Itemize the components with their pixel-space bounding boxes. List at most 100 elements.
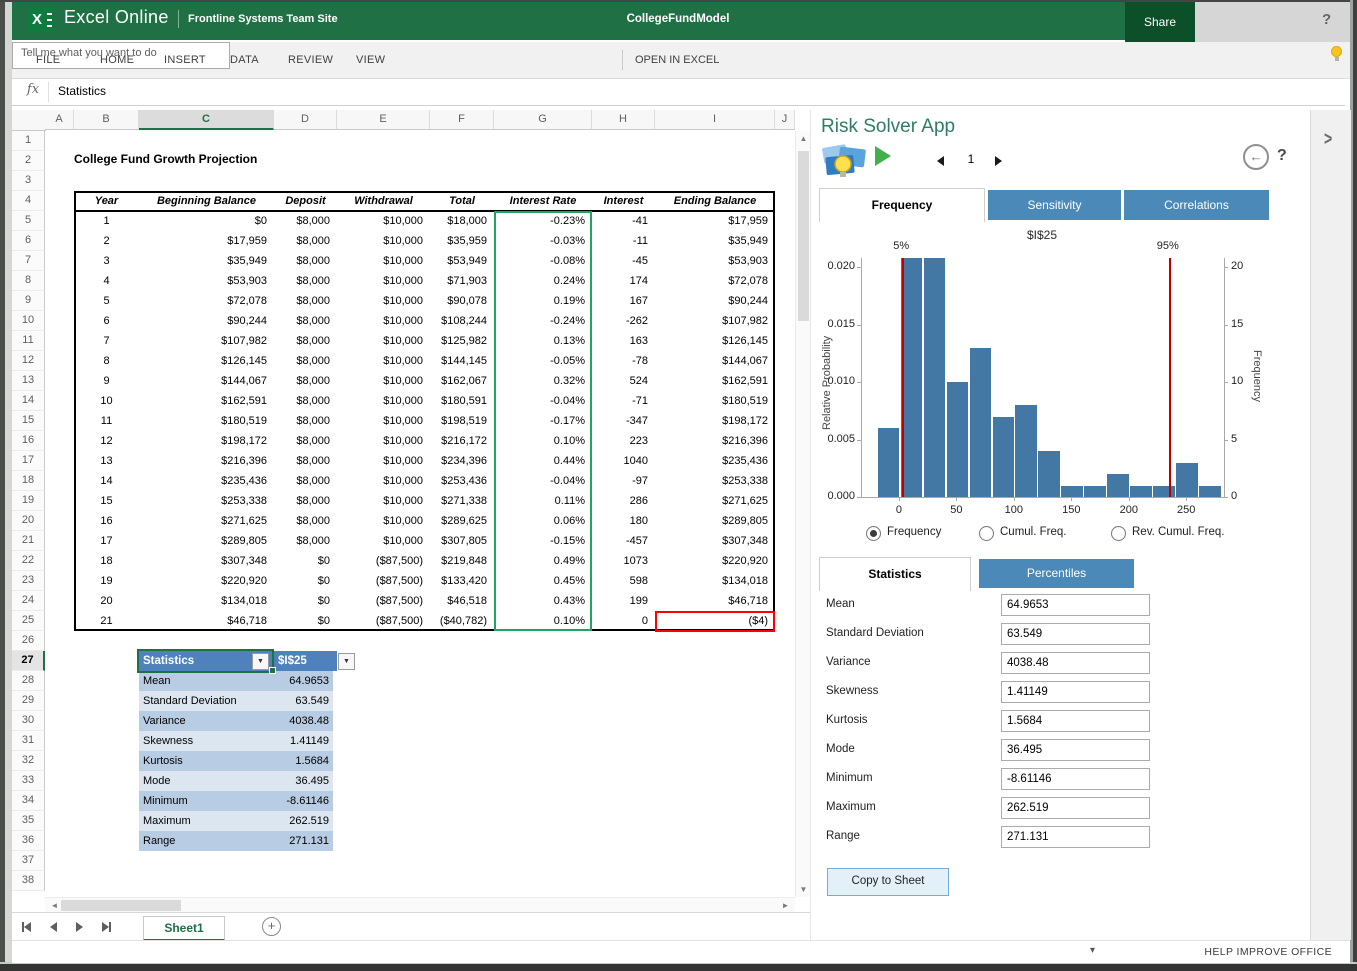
sheet-tab-sheet1[interactable]: Sheet1 [143,916,225,941]
prev-sheet-button[interactable] [50,922,57,932]
prev-trial-icon[interactable] [937,156,944,166]
row-header-24[interactable]: 24 [12,591,45,611]
row-header-35[interactable]: 35 [12,811,45,831]
radio-cumul-freq-label[interactable]: Cumul. Freq. [1000,526,1067,538]
row-header-16[interactable]: 16 [12,431,45,451]
document-title[interactable]: CollegeFundModel [626,13,730,25]
scroll-down-icon[interactable]: ▼ [799,885,808,894]
formula-bar[interactable]: fx Statistics [12,78,1345,106]
radio-rev-cumul-freq-label[interactable]: Rev. Cumul. Freq. [1132,526,1225,538]
radio-frequency[interactable] [866,526,881,541]
copy-to-sheet-button[interactable]: Copy to Sheet [827,868,949,896]
collapse-pane-icon[interactable]: > [1324,126,1333,150]
field-input-maximum[interactable] [1001,797,1150,819]
help-icon[interactable]: ? [1322,11,1332,28]
row-header-11[interactable]: 11 [12,331,45,351]
row-header-28[interactable]: 28 [12,671,45,691]
row-header-27[interactable]: 27 [12,651,45,671]
tab-correlations[interactable]: Correlations [1124,190,1269,220]
tab-sensitivity[interactable]: Sensitivity [988,190,1121,220]
pane-help-icon[interactable]: ? [1277,147,1287,164]
help-improve-office-link[interactable]: HELP IMPROVE OFFICE [1204,946,1332,958]
row-header-13[interactable]: 13 [12,371,45,391]
last-sheet-button[interactable] [102,922,111,932]
horizontal-scrollbar[interactable]: ◄ ► [45,897,795,913]
share-button[interactable]: Share [1125,2,1195,42]
row-header-29[interactable]: 29 [12,691,45,711]
vertical-scrollbar[interactable]: ▲ ▼ [795,131,811,897]
filter-dropdown-cellref[interactable]: ▼ [338,653,355,670]
column-header-H[interactable]: H [592,110,655,130]
menu-file[interactable]: FILE [36,54,61,66]
row-header-25[interactable]: 25 [12,611,45,631]
row-header-38[interactable]: 38 [12,871,45,891]
field-input-mode[interactable] [1001,739,1150,761]
site-name[interactable]: Frontline Systems Team Site [188,13,338,25]
field-input-mean[interactable] [1001,594,1150,616]
field-input-kurtosis[interactable] [1001,710,1150,732]
row-header-6[interactable]: 6 [12,231,45,251]
field-input-range[interactable] [1001,826,1150,848]
row-header-18[interactable]: 18 [12,471,45,491]
row-header-37[interactable]: 37 [12,851,45,871]
filter-dropdown-statistics[interactable]: ▼ [252,653,269,670]
row-header-3[interactable]: 3 [12,171,45,191]
column-header-F[interactable]: F [430,110,494,130]
row-header-26[interactable]: 26 [12,631,45,651]
radio-frequency-label[interactable]: Frequency [887,526,942,538]
open-in-excel-button[interactable]: OPEN IN EXCEL [635,54,720,66]
row-header-23[interactable]: 23 [12,571,45,591]
row-header-14[interactable]: 14 [12,391,45,411]
next-trial-icon[interactable] [995,156,1002,166]
menu-view[interactable]: VIEW [356,54,386,66]
menu-home[interactable]: HOME [100,54,135,66]
column-header-A[interactable]: A [45,110,74,130]
row-header-2[interactable]: 2 [12,151,45,171]
row-header-7[interactable]: 7 [12,251,45,271]
menu-insert[interactable]: INSERT [164,54,206,66]
row-header-1[interactable]: 1 [12,131,45,151]
menu-review[interactable]: REVIEW [288,54,334,66]
sheet-canvas[interactable]: College Fund Growth Projection Year Begin… [45,131,795,897]
row-header-12[interactable]: 12 [12,351,45,371]
row-header-22[interactable]: 22 [12,551,45,571]
back-button[interactable]: ← [1243,144,1269,170]
row-header-5[interactable]: 5 [12,211,45,231]
scroll-right-icon[interactable]: ► [781,901,790,910]
row-header-20[interactable]: 20 [12,511,45,531]
column-header-D[interactable]: D [274,110,337,130]
field-input-minimum[interactable] [1001,768,1150,790]
row-header-17[interactable]: 17 [12,451,45,471]
vertical-scroll-thumb[interactable] [798,151,809,321]
scroll-up-icon[interactable]: ▲ [799,134,808,143]
horizontal-scroll-thumb[interactable] [61,900,181,911]
column-header-I[interactable]: I [655,110,775,130]
row-header-30[interactable]: 30 [12,711,45,731]
row-header-15[interactable]: 15 [12,411,45,431]
row-header-31[interactable]: 31 [12,731,45,751]
row-header-19[interactable]: 19 [12,491,45,511]
radio-cumul-freq[interactable] [979,526,994,541]
next-sheet-button[interactable] [76,922,83,932]
status-dropdown-icon[interactable]: ▾ [1090,945,1096,956]
row-header-4[interactable]: 4 [12,191,45,211]
row-header-36[interactable]: 36 [12,831,45,851]
row-header-8[interactable]: 8 [12,271,45,291]
formula-bar-value[interactable]: Statistics [58,84,107,98]
row-header-34[interactable]: 34 [12,791,45,811]
column-header-G[interactable]: G [494,110,592,130]
radio-rev-cumul-freq[interactable] [1111,526,1126,541]
row-header-10[interactable]: 10 [12,311,45,331]
select-all-corner[interactable] [12,110,46,131]
tab-statistics[interactable]: Statistics [819,557,971,591]
column-header-J[interactable]: J [775,110,795,130]
scroll-left-icon[interactable]: ◄ [50,901,59,910]
column-header-B[interactable]: B [74,110,139,130]
field-input-standard-deviation[interactable] [1001,623,1150,645]
row-header-32[interactable]: 32 [12,751,45,771]
column-header-E[interactable]: E [337,110,430,130]
trial-number[interactable]: 1 [967,152,975,166]
tellme-search-box[interactable]: Tell me what you want to do [12,42,1342,69]
row-header-33[interactable]: 33 [12,771,45,791]
column-header-C[interactable]: C [139,110,274,130]
